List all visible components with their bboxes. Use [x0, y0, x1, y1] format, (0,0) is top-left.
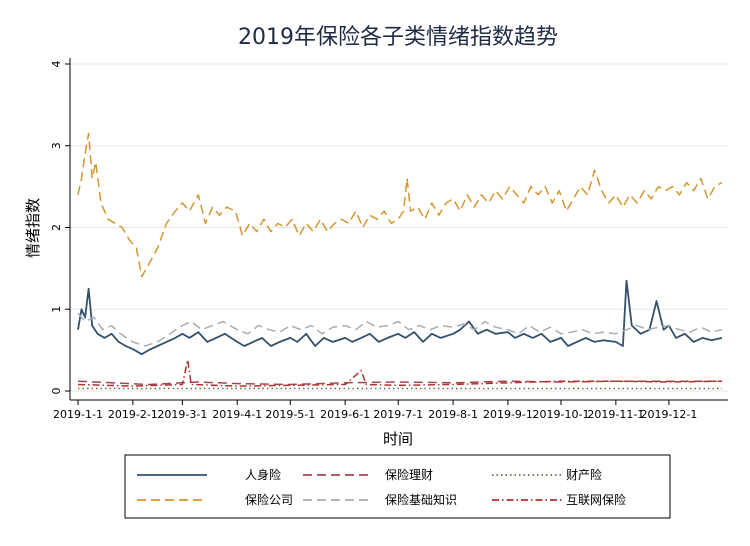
y-axis-title: 情绪指数: [24, 198, 42, 258]
x-tick-label: 2019-8-1: [428, 408, 478, 421]
y-tick-label: 0: [50, 388, 63, 395]
x-tick-label: 2019-2-1: [108, 408, 158, 421]
x-tick-label: 2019-5-1: [265, 408, 315, 421]
series-line-3: [77, 380, 722, 386]
y-tick-label: 1: [50, 306, 63, 313]
legend-label: 保险基础知识: [385, 492, 457, 507]
x-tick-label: 2019-3-1: [157, 408, 207, 421]
y-tick-label: 4: [50, 61, 63, 68]
x-tick-label: 2019-4-1: [212, 408, 262, 421]
grid-lines: [70, 63, 728, 392]
x-tick-label: 2019-7-1: [373, 408, 423, 421]
y-tick-label: 3: [50, 142, 63, 149]
x-axis-title: 时间: [383, 430, 413, 448]
legend-label: 财产险: [566, 467, 602, 482]
x-tick-label: 2019-10-1: [533, 408, 590, 421]
chart-title: 2019年保险各子类情绪指数趋势: [238, 25, 558, 50]
series-line-4: [77, 312, 723, 347]
x-tick-label: 2019-6-1: [320, 408, 370, 421]
y-ticks: 0 1 2 3 4: [50, 61, 70, 395]
series-line-1: [77, 279, 723, 356]
y-tick-label: 2: [50, 224, 63, 231]
series-line-2: [77, 132, 723, 278]
legend-label: 保险理财: [385, 467, 433, 482]
axes: [69, 58, 728, 401]
legend-box: [124, 454, 671, 519]
legend-label: 保险公司: [245, 492, 293, 507]
x-tick-label: 2019-9-1: [483, 408, 533, 421]
legend-label: 人身险: [245, 467, 281, 482]
legend-label: 互联网保险: [566, 492, 626, 507]
x-ticks: 2019-1-1 2019-2-1 2019-3-1 2019-4-1 2019-5-1…: [53, 400, 697, 421]
x-tick-label: 2019-12-1: [640, 408, 697, 421]
series-lines: [77, 132, 723, 390]
x-tick-label: 2019-1-1: [53, 408, 103, 421]
x-tick-label: 2019-11-1: [587, 408, 644, 421]
series-line-6: [77, 359, 723, 387]
